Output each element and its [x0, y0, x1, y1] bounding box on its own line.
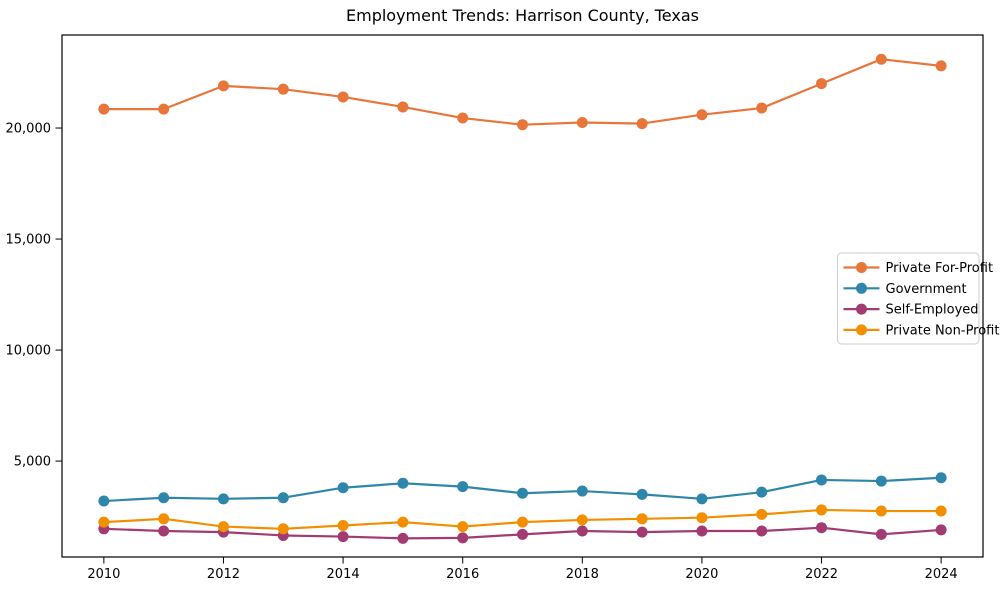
series-government — [98, 472, 947, 507]
legend-label: Private For-Profit — [886, 261, 994, 276]
legend-marker-icon — [856, 303, 867, 315]
data-point-self-employed-2016 — [457, 532, 469, 544]
legend-box — [837, 252, 980, 345]
legend-marker-icon — [856, 282, 867, 294]
chart-title: Employment Trends: Harrison County, Texa… — [346, 6, 699, 25]
legend: Private For-Profit Government Self-Employe… — [837, 252, 1000, 345]
data-point-government-2016 — [457, 481, 469, 493]
data-point-government-2013 — [277, 492, 289, 504]
data-point-self-employed-2023 — [875, 528, 887, 540]
series-private-non-profit — [98, 504, 947, 535]
data-point-private-non-profit-2022 — [816, 504, 828, 516]
data-point-private-for-profit-2022 — [816, 78, 828, 90]
data-point-private-non-profit-2021 — [756, 508, 768, 520]
legend-item-private-for-profit: Private For-Profit — [843, 261, 994, 276]
data-point-private-for-profit-2016 — [457, 112, 469, 124]
data-point-private-for-profit-2014 — [337, 91, 349, 103]
data-point-private-for-profit-2023 — [875, 53, 887, 65]
data-point-private-non-profit-2011 — [158, 513, 170, 525]
x-axis-tick-label: 2022 — [805, 567, 838, 582]
legend-item-private-non-profit: Private Non-Profit — [843, 323, 1000, 338]
data-point-government-2015 — [397, 477, 409, 489]
data-point-self-employed-2021 — [756, 525, 768, 537]
data-point-government-2021 — [756, 486, 768, 498]
legend-item-government: Government — [843, 282, 967, 297]
data-point-private-non-profit-2020 — [696, 512, 708, 524]
data-point-private-for-profit-2019 — [636, 118, 648, 130]
data-point-private-non-profit-2018 — [576, 514, 588, 526]
y-axis-tick-label: 20,000 — [6, 122, 52, 137]
data-point-private-for-profit-2010 — [98, 103, 110, 115]
data-point-self-employed-2014 — [337, 531, 349, 543]
data-point-private-non-profit-2015 — [397, 516, 409, 528]
data-point-private-non-profit-2014 — [337, 519, 349, 531]
data-point-self-employed-2017 — [517, 528, 528, 540]
data-point-government-2020 — [696, 493, 708, 505]
data-point-government-2017 — [517, 487, 528, 499]
data-point-self-employed-2018 — [576, 525, 588, 537]
data-point-private-for-profit-2017 — [517, 119, 528, 131]
legend-marker-icon — [856, 324, 867, 336]
data-point-private-non-profit-2023 — [875, 505, 887, 517]
legend-label: Private Non-Profit — [886, 323, 1000, 338]
data-point-government-2014 — [337, 482, 349, 494]
data-point-government-2022 — [816, 474, 828, 486]
data-point-government-2011 — [158, 492, 170, 504]
x-axis-tick-label: 2016 — [446, 567, 479, 582]
data-point-private-non-profit-2017 — [517, 516, 528, 528]
data-point-self-employed-2024 — [935, 524, 947, 536]
x-axis-tick-label: 2020 — [685, 567, 718, 582]
legend-item-self-employed: Self-Employed — [843, 303, 979, 318]
data-point-self-employed-2022 — [816, 522, 828, 534]
legend-label: Government — [886, 282, 967, 297]
data-point-private-non-profit-2013 — [277, 523, 289, 535]
series-private-for-profit — [98, 53, 947, 131]
data-point-government-2019 — [636, 488, 648, 500]
data-point-private-for-profit-2015 — [397, 101, 409, 113]
legend-marker-icon — [856, 262, 867, 273]
data-point-government-2012 — [217, 493, 229, 505]
series-self-employed — [98, 522, 947, 544]
data-point-private-for-profit-2024 — [935, 60, 947, 72]
x-axis-tick-label: 2018 — [566, 567, 599, 582]
data-point-private-for-profit-2018 — [576, 116, 588, 128]
y-axis-tick-label: 15,000 — [6, 233, 52, 248]
data-point-self-employed-2020 — [696, 525, 708, 537]
data-point-private-for-profit-2020 — [696, 109, 708, 121]
data-point-government-2018 — [576, 485, 588, 497]
x-axis-tick-label: 2012 — [207, 567, 240, 582]
data-point-government-2024 — [935, 472, 947, 484]
data-point-self-employed-2019 — [636, 526, 648, 538]
x-axis-tick-label: 2024 — [925, 567, 958, 582]
data-point-private-non-profit-2024 — [935, 505, 947, 517]
data-point-private-non-profit-2016 — [457, 521, 469, 533]
data-point-private-for-profit-2011 — [158, 103, 170, 115]
data-point-private-non-profit-2012 — [217, 521, 229, 533]
data-point-self-employed-2011 — [158, 525, 170, 537]
plot-frame — [61, 34, 984, 558]
data-point-private-non-profit-2010 — [98, 516, 110, 528]
data-point-private-non-profit-2019 — [636, 513, 648, 525]
data-point-government-2023 — [875, 475, 887, 487]
data-point-private-for-profit-2012 — [217, 80, 229, 92]
data-point-self-employed-2015 — [397, 532, 409, 544]
x-axis-tick-label: 2010 — [87, 567, 120, 582]
series-line-private-for-profit — [103, 58, 942, 126]
data-point-private-for-profit-2013 — [277, 83, 289, 95]
legend-label: Self-Employed — [886, 303, 979, 318]
data-point-government-2010 — [98, 495, 110, 507]
data-point-private-for-profit-2021 — [756, 102, 768, 114]
y-axis-tick-label: 10,000 — [6, 344, 52, 359]
x-axis-tick-label: 2014 — [327, 567, 360, 582]
y-axis-tick-label: 5,000 — [14, 455, 51, 470]
